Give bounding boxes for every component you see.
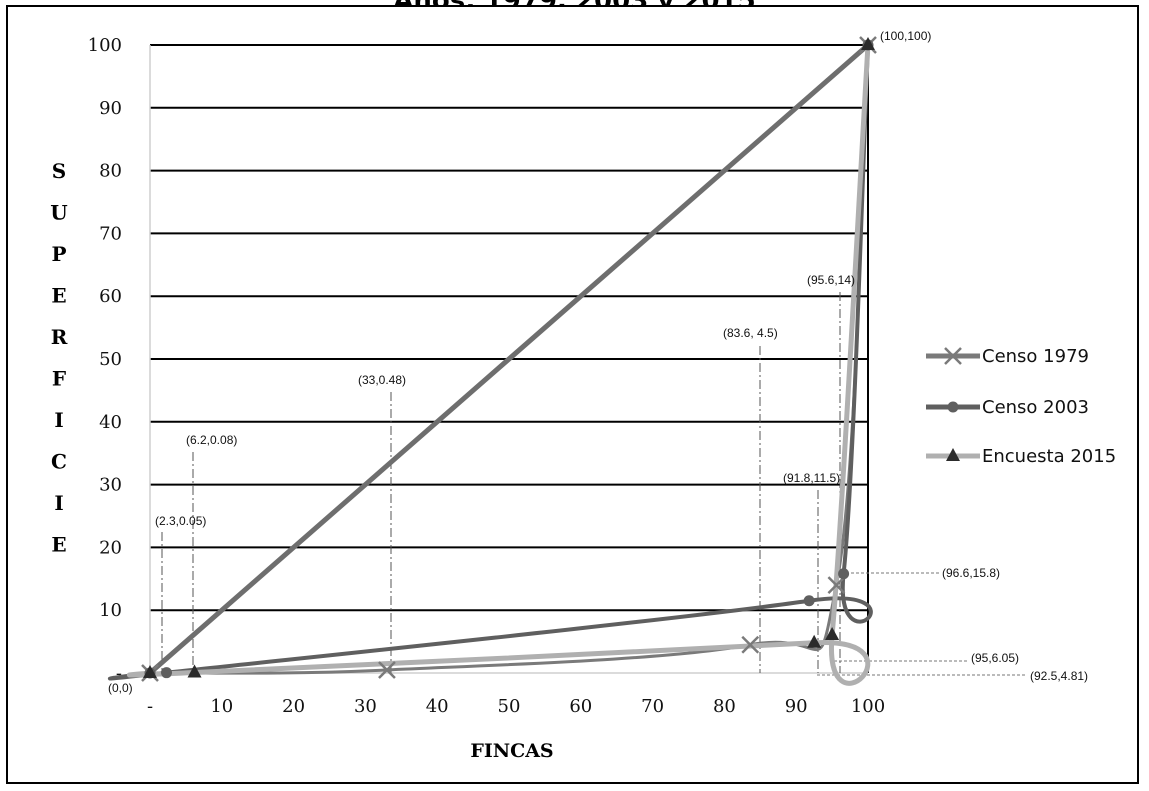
y-axis-label-letter: I: [54, 491, 63, 515]
point-annotation: (33,0.48): [358, 373, 406, 387]
point-annotation: (83.6, 4.5): [723, 326, 778, 340]
y-axis-label-letter: C: [51, 450, 67, 474]
y-tick-label: 50: [99, 349, 122, 370]
y-tick-label: 100: [88, 35, 122, 56]
point-annotation: (96.6,15.8): [942, 566, 1000, 580]
x-marker-stroke: [378, 661, 396, 679]
x-marker-stroke: [944, 347, 962, 365]
point-annotation: (100,100): [880, 29, 931, 43]
point-annotation: (6.2,0.08): [186, 433, 237, 447]
triangle-marker: [187, 664, 202, 678]
point-annotation: (95.6,14): [807, 273, 855, 287]
y-axis-label-letter: E: [51, 284, 66, 308]
annotation-leaders: [161, 292, 1027, 676]
series-line: [147, 42, 871, 676]
x-marker-stroke: [827, 576, 846, 594]
y-axis-label-letter: F: [52, 367, 66, 391]
triangle-marker: [946, 448, 960, 461]
x-tick-label: 100: [851, 696, 885, 717]
x-marker: [378, 661, 396, 679]
point-annotation: (2.3,0.05): [155, 514, 206, 528]
circle-marker: [803, 595, 815, 607]
triangle-marker: [825, 627, 840, 641]
y-axis-label-letter: S: [52, 159, 66, 183]
y-tick-label: 20: [99, 537, 122, 558]
y-tick-label: -: [116, 663, 122, 684]
series-markers: [141, 36, 877, 682]
y-tick-label: 30: [99, 475, 122, 496]
x-marker: [944, 347, 962, 365]
point-annotation: (92.5,4.81): [1030, 669, 1088, 683]
y-axis-label-letter: E: [51, 533, 66, 557]
legend-label: Censo 2003: [982, 397, 1089, 418]
y-tick-label: 80: [99, 161, 122, 182]
y-axis-label-letter: I: [54, 408, 63, 432]
legend-label: Censo 1979: [982, 346, 1089, 367]
triangle-marker: [861, 37, 875, 50]
circle-marker: [161, 667, 173, 679]
y-tick-label: 90: [99, 98, 122, 119]
x-axis-label: FINCAS: [470, 740, 553, 762]
x-tick-label: 80: [713, 696, 736, 717]
point-annotation: (0,0): [108, 681, 133, 695]
point-annotation: (91.8,11.5): [783, 471, 840, 485]
triangle-marker: [143, 665, 157, 678]
y-tick-label: 10: [99, 600, 122, 621]
y-tick-label: 60: [99, 286, 122, 307]
series-line: [127, 42, 871, 686]
y-tick-label: 40: [99, 412, 122, 433]
x-marker: [741, 635, 760, 654]
legend-label: Encuesta 2015: [982, 446, 1116, 467]
y-tick-label: 70: [99, 223, 122, 244]
x-tick-label: 50: [498, 696, 521, 717]
y-axis-label-letter: R: [51, 325, 68, 349]
circle-marker: [947, 401, 959, 413]
point-annotations: (0,0) (2.3,0.05) (6.2,0.08) (33,0.48) (83.6,…: [108, 29, 1088, 695]
x-marker: [827, 576, 846, 594]
legend: Censo 1979 Censo 2003 Encuesta 2015: [926, 346, 1116, 467]
y-axis-label-letter: P: [51, 242, 66, 266]
x-tick-label: 30: [354, 696, 377, 717]
x-tick-label: 70: [641, 696, 664, 717]
y-axis-ticks: - 10 20 30 40 50 60 70 80 90 100: [88, 35, 122, 684]
x-tick-label: -: [147, 696, 153, 717]
x-tick-label: 20: [282, 696, 305, 717]
x-tick-label: 90: [785, 696, 808, 717]
x-axis-ticks: - 10 20 30 40 50 60 70 80 90 100: [147, 696, 885, 717]
circle-marker: [838, 568, 850, 580]
x-tick-label: 60: [569, 696, 592, 717]
series-lines: [107, 42, 873, 686]
triangle-marker: [807, 634, 822, 648]
x-tick-label: 10: [210, 696, 233, 717]
y-axis-label-letter: U: [50, 201, 67, 225]
x-tick-label: 40: [426, 696, 449, 717]
point-annotation: (95,6.05): [971, 651, 1019, 665]
x-marker-stroke: [741, 635, 760, 654]
